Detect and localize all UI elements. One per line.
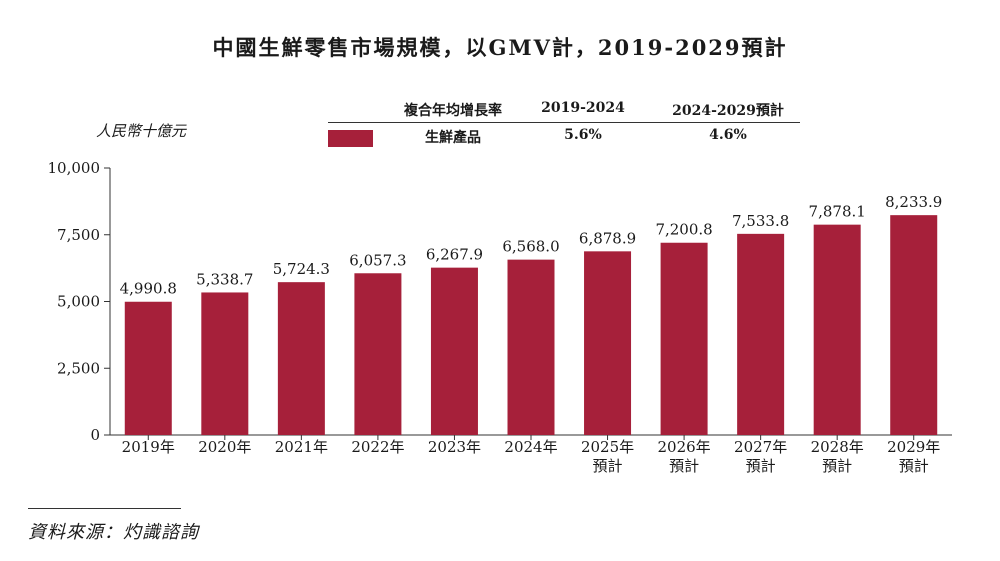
y-tick-label: 7,500: [57, 226, 100, 244]
bar: [124, 301, 172, 435]
cagr-table: 複合年均增長率 2019-2024 2024-2029預計 生鮮產品 5.6% …: [328, 96, 800, 151]
x-tick-label: 預計: [822, 457, 852, 475]
bar: [507, 259, 555, 435]
bar-value-label: 5,724.3: [273, 260, 330, 278]
bar: [584, 251, 632, 435]
bar-value-label: 6,267.9: [426, 246, 483, 264]
x-tick-label: 預計: [746, 457, 776, 475]
source-note: 資料來源：灼識諮詢: [28, 522, 199, 543]
source-divider: [28, 508, 181, 509]
x-tick-label: 2029年: [887, 438, 940, 456]
x-tick-label: 2022年: [351, 438, 404, 456]
cagr-value-2: 4.6%: [709, 127, 747, 143]
cagr-table-data-row: 生鮮產品 5.6% 4.6%: [328, 123, 800, 151]
bar: [737, 233, 785, 435]
bar-value-label: 6,568.0: [502, 238, 559, 256]
bar-value-label: 7,200.8: [655, 221, 712, 239]
x-tick-label: 2019年: [122, 438, 175, 456]
y-axis-unit-label: 人民幣十億元: [96, 122, 187, 140]
x-tick-label: 2024年: [504, 438, 557, 456]
y-tick-label: 10,000: [48, 159, 101, 177]
bar: [201, 292, 249, 435]
x-tick-label: 2020年: [198, 438, 251, 456]
y-tick-label: 0: [90, 426, 100, 444]
bar-value-label: 6,057.3: [349, 251, 406, 269]
x-tick-label: 2027年: [734, 438, 787, 456]
legend-swatch: [328, 130, 373, 147]
x-tick-label: 2025年: [581, 438, 634, 456]
y-tick-label: 5,000: [57, 293, 100, 311]
cagr-header-label: 複合年均增長率: [404, 103, 502, 119]
x-tick-label: 2021年: [275, 438, 328, 456]
x-tick-label: 預計: [593, 457, 623, 475]
bar-value-label: 4,990.8: [120, 280, 177, 298]
bar-value-label: 6,878.9: [579, 229, 636, 247]
x-tick-label: 2023年: [428, 438, 481, 456]
bar: [890, 215, 938, 435]
chart-title: 中國生鮮零售市場規模，以GMV計，2019-2029預計: [212, 35, 788, 60]
cagr-value-1: 5.6%: [564, 127, 602, 143]
cagr-table-header-row: 複合年均增長率 2019-2024 2024-2029預計: [328, 96, 800, 123]
legend-series-label: 生鮮產品: [425, 130, 481, 146]
bar: [660, 242, 708, 435]
bar-value-label: 7,533.8: [732, 212, 789, 230]
bar-value-label: 5,338.7: [196, 270, 253, 288]
x-tick-label: 預計: [899, 457, 929, 475]
x-tick-label: 預計: [669, 457, 699, 475]
bar: [813, 224, 861, 435]
bar-value-label: 8,233.9: [885, 193, 942, 211]
x-tick-label: 2028年: [811, 438, 864, 456]
bar: [354, 273, 402, 435]
bar-value-label: 7,878.1: [809, 203, 866, 221]
cagr-period-2: 2024-2029預計: [672, 103, 784, 119]
y-tick-label: 2,500: [57, 359, 100, 377]
x-tick-label: 2026年: [657, 438, 710, 456]
bar: [277, 282, 325, 435]
bar: [430, 267, 478, 435]
cagr-period-1: 2019-2024: [541, 100, 625, 116]
